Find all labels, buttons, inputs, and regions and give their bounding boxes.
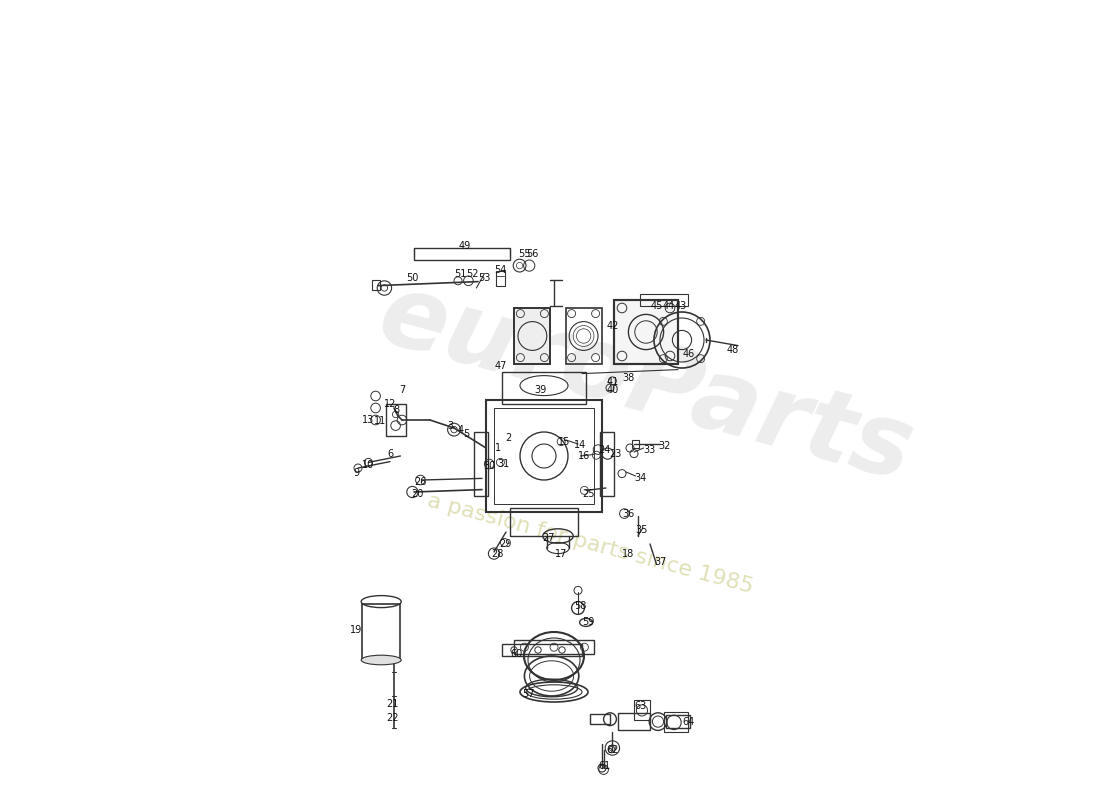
Bar — [502, 644, 582, 656]
Text: 23: 23 — [609, 449, 622, 458]
Text: euroParts: euroParts — [368, 266, 923, 502]
Text: a passion for parts since 1985: a passion for parts since 1985 — [425, 490, 756, 598]
Text: 6: 6 — [387, 450, 393, 459]
Text: 41: 41 — [606, 377, 618, 386]
Text: 21: 21 — [386, 699, 398, 709]
Text: 28: 28 — [491, 549, 504, 558]
Text: 42: 42 — [606, 321, 618, 330]
Bar — [634, 700, 650, 720]
Text: 45: 45 — [650, 301, 662, 310]
Text: 12: 12 — [384, 399, 396, 409]
Text: 54: 54 — [494, 265, 507, 274]
Text: 53: 53 — [478, 273, 491, 282]
Bar — [663, 712, 688, 732]
Text: 22: 22 — [386, 713, 398, 722]
Text: 46: 46 — [682, 349, 694, 358]
Text: 62: 62 — [606, 745, 618, 754]
Text: 20: 20 — [411, 489, 424, 498]
Text: 35: 35 — [635, 525, 648, 534]
Text: 8: 8 — [394, 405, 399, 414]
Text: 39: 39 — [535, 385, 547, 394]
Text: 50: 50 — [406, 273, 419, 282]
Bar — [373, 280, 381, 290]
Text: 30: 30 — [483, 461, 495, 470]
Text: 11: 11 — [374, 416, 386, 426]
Text: 63: 63 — [635, 701, 647, 710]
Text: 19: 19 — [350, 625, 363, 634]
Text: 17: 17 — [556, 549, 568, 558]
Text: 52: 52 — [466, 269, 478, 278]
Text: 61: 61 — [598, 761, 611, 770]
Bar — [632, 440, 639, 448]
Bar — [614, 300, 678, 364]
Bar — [618, 713, 650, 730]
Text: 38: 38 — [623, 373, 635, 382]
Text: 40: 40 — [606, 385, 618, 394]
Bar — [414, 248, 510, 260]
Text: 51: 51 — [454, 269, 466, 278]
Text: 16: 16 — [578, 451, 590, 461]
Bar — [386, 404, 406, 436]
Bar — [514, 640, 594, 654]
Bar — [640, 294, 689, 306]
Text: 13: 13 — [362, 415, 374, 425]
Text: 37: 37 — [654, 557, 667, 566]
Text: 4: 4 — [458, 425, 463, 434]
Bar — [486, 400, 602, 512]
Text: 43: 43 — [674, 301, 686, 310]
Bar — [600, 432, 614, 496]
Bar — [502, 372, 586, 404]
Text: 2: 2 — [505, 433, 512, 442]
Bar — [614, 300, 678, 364]
Text: 15: 15 — [558, 437, 571, 446]
Text: 5: 5 — [464, 429, 470, 438]
Bar — [590, 714, 610, 724]
Text: 18: 18 — [623, 549, 635, 558]
Ellipse shape — [361, 655, 402, 665]
Text: 36: 36 — [623, 509, 635, 518]
Text: 55: 55 — [518, 249, 530, 258]
Text: 56: 56 — [526, 249, 539, 258]
Bar — [666, 715, 690, 728]
Text: 60: 60 — [510, 649, 522, 658]
Text: 44: 44 — [662, 301, 674, 310]
Text: 25: 25 — [582, 489, 595, 498]
Text: 1: 1 — [495, 443, 502, 453]
Text: 64: 64 — [682, 717, 694, 726]
Text: 9: 9 — [353, 468, 360, 478]
Bar — [510, 508, 578, 536]
Text: 26: 26 — [415, 477, 427, 486]
Text: 14: 14 — [574, 440, 586, 450]
Text: 48: 48 — [726, 345, 738, 354]
Text: 33: 33 — [644, 445, 656, 454]
Text: 58: 58 — [574, 601, 586, 610]
Text: 3: 3 — [447, 421, 453, 430]
Text: 47: 47 — [494, 361, 507, 370]
Text: 32: 32 — [658, 441, 671, 450]
Bar — [566, 308, 602, 364]
Text: 49: 49 — [459, 241, 471, 250]
Text: 29: 29 — [499, 539, 512, 549]
Bar — [514, 308, 550, 364]
Bar — [494, 408, 594, 504]
Text: 7: 7 — [399, 385, 405, 394]
Text: 27: 27 — [542, 533, 554, 542]
Bar — [514, 308, 550, 364]
Text: 59: 59 — [582, 617, 595, 626]
Bar — [496, 271, 505, 286]
Bar — [474, 432, 488, 496]
Text: 31: 31 — [497, 459, 509, 469]
Text: 24: 24 — [598, 445, 611, 454]
Text: 34: 34 — [635, 473, 647, 482]
Bar — [362, 604, 400, 660]
Text: 57: 57 — [522, 689, 535, 698]
Text: 10: 10 — [362, 460, 374, 470]
